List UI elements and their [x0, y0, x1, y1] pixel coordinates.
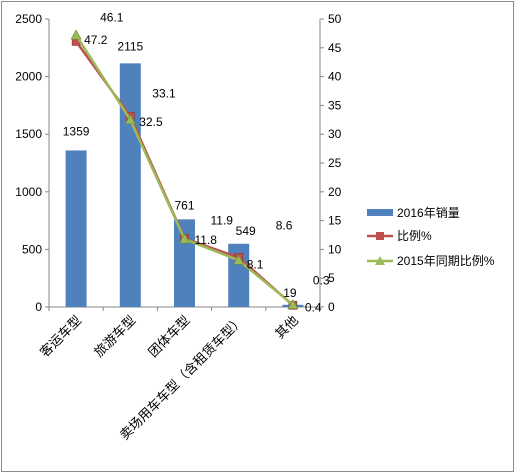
y-left-tick-label: 1000: [15, 185, 42, 199]
point-marker-triangle: [70, 29, 82, 40]
y-right-tick-label: 0: [328, 300, 335, 314]
line-series: [70, 29, 299, 310]
y-left-tick-label: 500: [22, 242, 42, 256]
y-right-tick-label: 20: [328, 185, 342, 199]
ratio-value-label: 8.6: [276, 218, 293, 232]
y-left-tick-label: 2500: [15, 12, 42, 26]
point-marker-triangle: [233, 254, 245, 265]
y-right-tick-label: 35: [328, 98, 342, 112]
y-right-tick-label: 30: [328, 127, 342, 141]
y-left-tick-label: 2000: [15, 70, 42, 84]
ratio-value-label: 46.1: [100, 10, 124, 24]
legend-marker-triangle: [375, 256, 385, 265]
bar-value-label: 2115: [117, 39, 143, 53]
bar-value-label: 761: [174, 198, 194, 212]
bar-value-label: 19: [283, 286, 297, 300]
prior-ratio-value-label: 0.4: [305, 301, 322, 315]
y-right-tick-label: 25: [328, 156, 342, 170]
x-category-label: 团体车型: [145, 313, 192, 360]
bar-value-label: 1359: [63, 124, 90, 138]
bar: [65, 150, 87, 307]
ratio-value-label: 33.1: [152, 86, 176, 100]
bar-value-label: 549: [236, 224, 256, 238]
bar: [174, 219, 195, 307]
y-left-tick-label: 1500: [15, 127, 42, 141]
legend-label: 2015年同期比例%: [397, 254, 495, 268]
prior-ratio-value-label: 47.2: [84, 33, 108, 47]
legend-label: 2016年销量: [397, 206, 460, 220]
ratio-value-label: 0.3: [313, 273, 330, 287]
ratio-value-label: 11.9: [211, 213, 234, 227]
legend-swatch-bar: [367, 209, 393, 216]
point-marker-triangle: [178, 233, 191, 244]
y-right-tick-label: 10: [328, 242, 342, 256]
y-right-tick-label: 40: [328, 70, 342, 84]
legend-marker-square: [376, 232, 384, 240]
prior-ratio-value-label: 11.8: [195, 233, 218, 247]
y-right-tick-label: 50: [328, 12, 342, 26]
data-labels: 1359 2115 761 549 19 46.1 33.1 11.9 8.6 0.3 47.2 32…: [63, 10, 330, 314]
y-right-tick-label: 5: [328, 271, 335, 285]
point-marker-triangle: [287, 299, 299, 309]
y-right-tick-label: 45: [328, 41, 342, 55]
y-right-tick-label: 15: [328, 214, 342, 228]
bar-series: [65, 63, 304, 307]
x-category-label: 客运车型: [37, 313, 84, 360]
point-marker-triangle: [124, 114, 136, 125]
x-category-label: 其他: [272, 313, 301, 342]
bar: [119, 63, 141, 307]
y-left-tick-label: 0: [35, 300, 42, 314]
x-category-label: 旅游车型: [91, 313, 138, 360]
prior-ratio-value-label: 32.5: [139, 115, 163, 129]
legend-label: 比例%: [397, 229, 432, 243]
prior-ratio-value-label: 8.1: [247, 257, 264, 271]
